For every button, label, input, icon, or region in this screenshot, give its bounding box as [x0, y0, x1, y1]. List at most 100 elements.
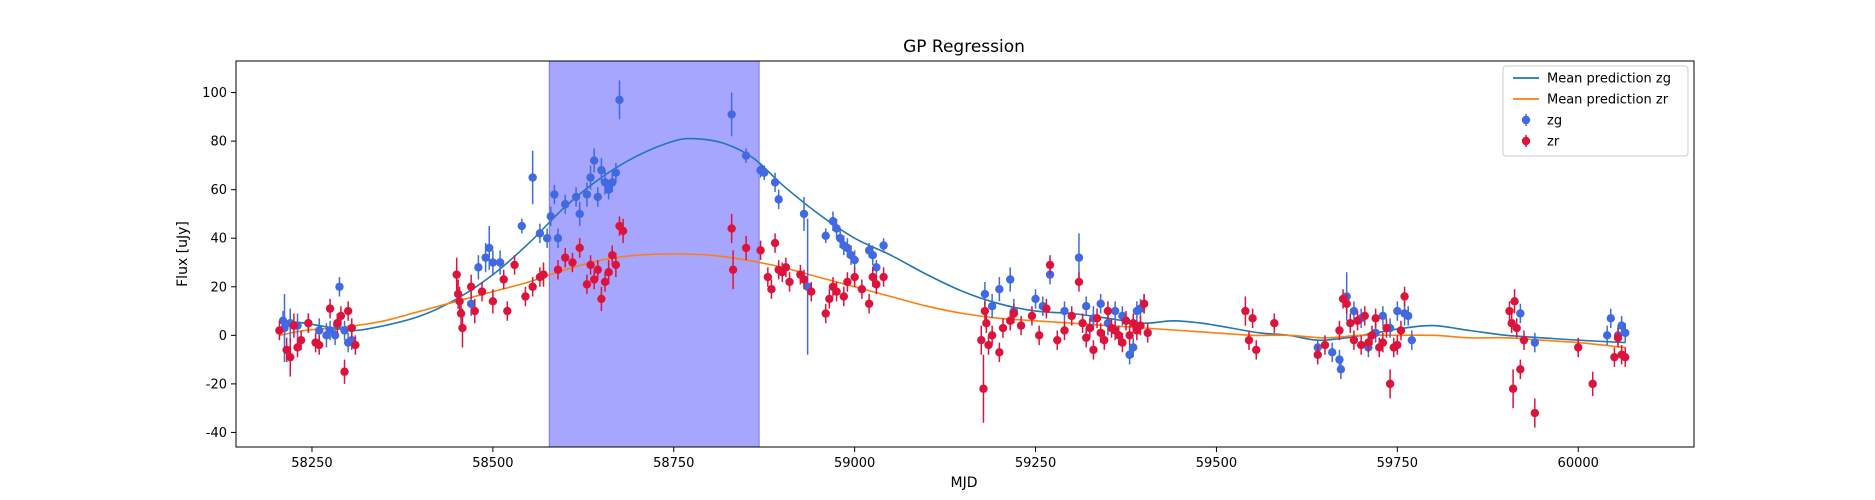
- legend: Mean prediction zg Mean prediction zr zg zr: [1502, 65, 1689, 157]
- legend-box: [1502, 65, 1689, 157]
- data-point-zr-95: [1089, 340, 1098, 360]
- legend-label: zg: [1547, 114, 1562, 129]
- data-marker: [987, 301, 997, 311]
- data-marker: [1510, 297, 1519, 306]
- data-marker: [470, 306, 479, 316]
- data-marker: [528, 282, 537, 291]
- data-point-zr-139: [1508, 369, 1518, 409]
- data-point-zr-127: [1367, 325, 1377, 346]
- data-marker: [539, 270, 548, 279]
- data-point-zr-112: [1244, 330, 1254, 350]
- data-point-zg-11: [340, 320, 349, 341]
- data-point-zr-103: [1118, 332, 1127, 353]
- data-point-zg-48: [821, 228, 830, 244]
- data-point-zg-59: [879, 238, 888, 253]
- data-marker: [485, 243, 494, 253]
- data-point-zg-39: [615, 80, 624, 120]
- data-point-zr-78: [987, 325, 997, 346]
- data-marker: [575, 209, 584, 219]
- data-point-zr-34: [568, 252, 577, 273]
- data-point-zr-37: [586, 255, 595, 275]
- data-point-zg-74: [1110, 301, 1120, 321]
- data-point-zr-84: [1027, 306, 1037, 326]
- data-marker: [1125, 331, 1134, 340]
- data-marker: [1096, 299, 1105, 308]
- x-tick-label: 59000: [834, 456, 875, 471]
- data-marker: [618, 226, 628, 236]
- y-axis-ticks: -40 -20 0 20 40 60 80 100: [202, 86, 236, 441]
- data-marker: [282, 345, 291, 355]
- data-point-zr-132: [1385, 369, 1395, 399]
- data-point-zr-113: [1248, 308, 1257, 329]
- data-marker: [593, 265, 602, 274]
- data-marker: [1516, 309, 1525, 318]
- data-marker: [1270, 318, 1279, 328]
- data-point-zg-28: [571, 187, 581, 207]
- data-marker: [1313, 350, 1322, 359]
- data-point-zr-98: [1100, 330, 1109, 350]
- y-tick-label: 0: [219, 329, 227, 344]
- data-point-zg-98: [1602, 325, 1612, 346]
- data-marker: [521, 292, 530, 301]
- data-point-zg-57: [868, 245, 877, 265]
- data-marker: [868, 251, 877, 260]
- data-marker: [1349, 335, 1359, 345]
- data-marker: [488, 297, 498, 306]
- data-point-zr-123: [1353, 311, 1362, 331]
- data-marker: [568, 258, 577, 267]
- data-marker: [315, 326, 324, 335]
- data-marker: [1617, 321, 1626, 330]
- data-marker: [455, 297, 464, 306]
- data-marker: [1121, 316, 1131, 325]
- data-marker: [1060, 326, 1069, 335]
- data-point-zr-87: [1045, 255, 1055, 275]
- data-point-zr-41: [600, 272, 610, 292]
- data-point-zr-15: [351, 335, 360, 355]
- data-point-zr-117: [1320, 335, 1330, 355]
- data-point-zr-76: [982, 313, 991, 333]
- data-marker: [1081, 333, 1091, 342]
- data-marker: [1045, 260, 1055, 270]
- data-point-zg-77: [1129, 337, 1138, 358]
- data-marker: [510, 260, 519, 270]
- data-marker: [785, 277, 794, 287]
- data-marker: [517, 221, 527, 231]
- data-point-zr-148: [1613, 328, 1623, 348]
- data-point-zr-47: [727, 213, 736, 244]
- data-point-zr-94: [1085, 318, 1095, 338]
- data-marker: [553, 234, 563, 243]
- data-point-zr-36: [582, 274, 592, 295]
- data-point-zr-144: [1530, 398, 1540, 428]
- data-point-zr-110: [1143, 323, 1152, 343]
- data-point-zr-135: [1396, 320, 1406, 341]
- data-point-zr-5: [296, 330, 306, 350]
- data-marker: [456, 309, 466, 318]
- data-marker: [1034, 331, 1044, 340]
- data-point-zr-146: [1588, 371, 1597, 397]
- legend-label: Mean prediction zg: [1547, 72, 1671, 87]
- data-marker: [452, 270, 461, 279]
- data-marker: [1241, 306, 1250, 316]
- data-point-zr-121: [1346, 313, 1355, 333]
- data-marker: [760, 168, 769, 177]
- data-marker: [1139, 299, 1149, 308]
- data-marker: [1053, 335, 1062, 345]
- data-marker: [1353, 316, 1362, 325]
- data-point-zr-86: [1042, 298, 1051, 319]
- data-marker: [1574, 343, 1583, 352]
- data-point-zg-61: [987, 294, 997, 319]
- data-point-zg-19: [495, 250, 505, 275]
- data-point-zg-90: [1378, 306, 1388, 326]
- data-point-zr-80: [998, 318, 1008, 338]
- data-point-zr-38: [589, 269, 599, 290]
- y-tick-label: 20: [210, 280, 227, 295]
- data-point-zr-69: [864, 294, 874, 314]
- data-marker: [767, 285, 776, 294]
- data-point-zr-42: [604, 260, 613, 285]
- data-marker: [1129, 318, 1138, 328]
- data-point-zr-43: [608, 245, 617, 265]
- data-marker: [839, 292, 849, 301]
- data-point-zr-32: [553, 260, 563, 280]
- data-point-zg-70: [1081, 296, 1091, 316]
- data-marker: [1613, 333, 1623, 342]
